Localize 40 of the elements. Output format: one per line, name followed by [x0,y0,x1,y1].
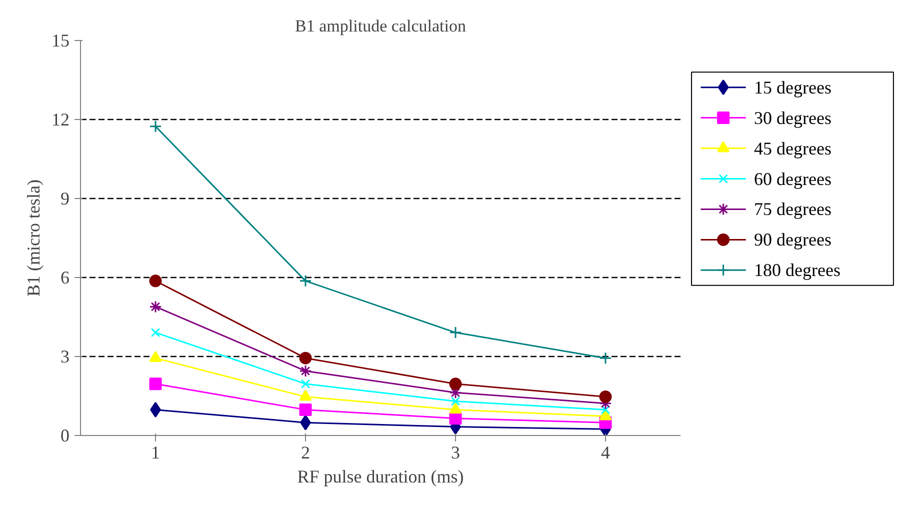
point [150,328,160,338]
point [299,403,312,416]
legend-label: 180 degrees [754,260,841,280]
legend-label: 75 degrees [754,199,832,220]
point [599,352,612,364]
legend-label: 30 degrees [754,108,832,128]
point [449,402,462,414]
point [149,274,162,288]
y-tick-label: 15 [52,30,70,50]
point [449,326,462,339]
point [600,405,610,414]
y-tick-label: 0 [60,426,70,446]
point [149,300,162,313]
point [449,412,462,425]
point [449,378,462,390]
y-tick-label: 9 [60,188,70,208]
x-tick-label: 3 [451,442,460,462]
legend-label: 60 degrees [754,168,832,189]
y-axis-title: B1 (micro tesla) [24,180,44,296]
x-axis-title: RF pulse duration (ms) [297,466,464,486]
point [599,390,612,404]
point [149,378,162,390]
legend-label: 15 degrees [754,77,832,98]
point [149,120,162,133]
point [299,364,312,378]
y-tick-label: 3 [60,346,70,366]
legend-label: 45 degrees [754,138,832,158]
legend-label: 90 degrees [754,230,832,250]
point [300,379,310,389]
chart-title: B1 amplitude calculation [295,16,466,36]
x-tick-label: 4 [601,442,610,462]
point [299,390,312,401]
y-tick-label: 6 [60,268,70,288]
x-tick-label: 1 [151,442,160,462]
x-tick-label: 2 [301,442,310,462]
point [149,350,162,362]
point [299,352,312,364]
point [450,396,460,406]
y-tick-label: 12 [52,110,70,130]
point [299,274,312,288]
